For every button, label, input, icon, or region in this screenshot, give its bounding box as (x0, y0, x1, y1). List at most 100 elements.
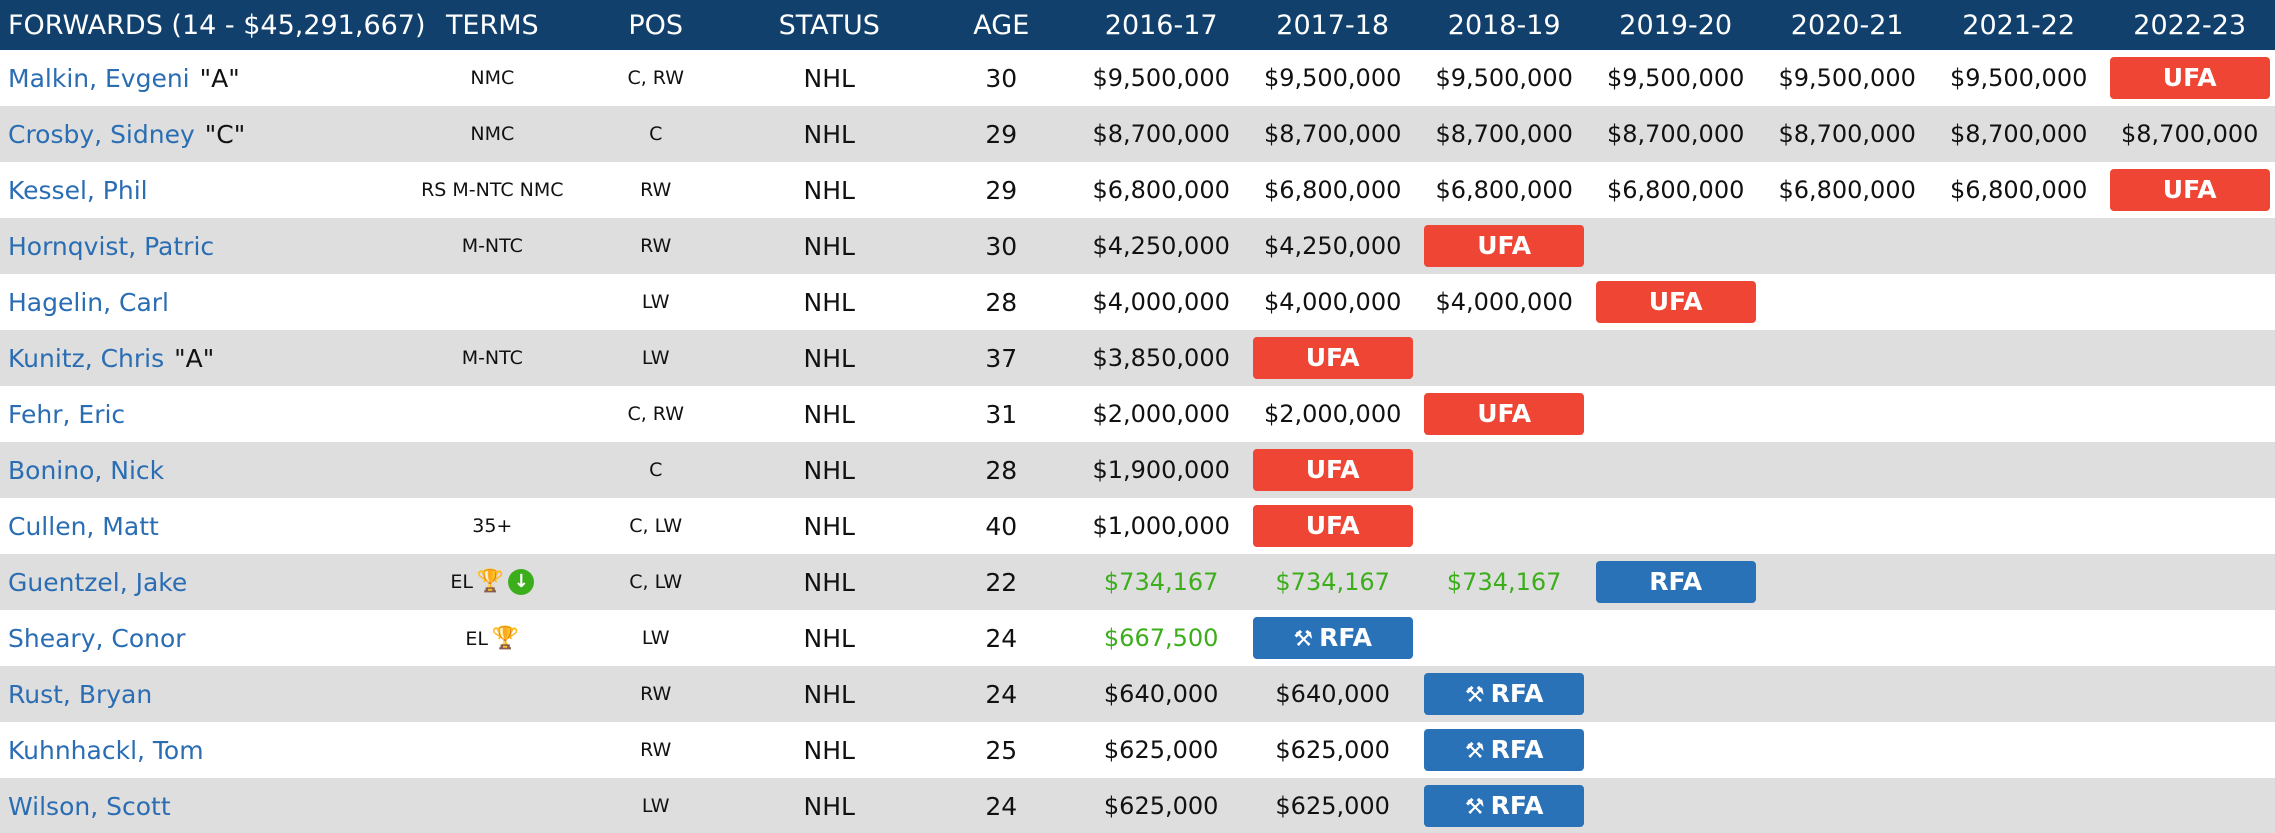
ufa-badge: UFA (2109, 57, 2270, 99)
salary-cell (1590, 778, 1762, 833)
status-cell: NHL (803, 623, 855, 653)
salary-value: $9,500,000 (1263, 64, 1402, 92)
age-cell: 30 (985, 63, 1018, 93)
table-row: Kessel, Phil RS M-NTC NMC RW NHL 29 $6,800,00… (0, 162, 2275, 218)
player-name-link[interactable]: Hornqvist, Patric (8, 231, 215, 261)
season-column-header[interactable]: 2018-19 (1447, 9, 1561, 41)
terms-column-header[interactable]: TERMS (445, 9, 539, 41)
player-name-link[interactable]: Crosby, Sidney (8, 119, 195, 149)
age-column-header[interactable]: AGE (973, 9, 1030, 41)
salary-cell (1590, 386, 1762, 442)
salary-value: $4,250,000 (1092, 232, 1230, 260)
terms-text: NMC (470, 67, 515, 89)
season-column-header[interactable]: 2020-21 (1790, 9, 1904, 41)
terms-cell (405, 778, 581, 833)
salary-cell (1761, 498, 1933, 554)
player-name-link[interactable]: Guentzel, Jake (8, 567, 188, 597)
salary-cell (1590, 666, 1762, 722)
ufa-badge: UFA (1424, 225, 1585, 267)
salary-value: $4,000,000 (1092, 288, 1230, 316)
player-name-link[interactable]: Malkin, Evgeni (8, 63, 190, 93)
player-name-link[interactable]: Rust, Bryan (8, 679, 153, 709)
salary-value: $4,250,000 (1263, 232, 1402, 260)
salary-cell (1933, 666, 2105, 722)
salary-cell: $6,800,000 (1933, 162, 2105, 218)
salary-cell (1590, 498, 1762, 554)
salary-cell: RFA (1590, 554, 1762, 610)
salary-cell: $8,700,000 (1418, 106, 1590, 162)
salary-cell (2104, 442, 2275, 498)
terms-text: RS M-NTC NMC (421, 179, 564, 201)
table-row: Rust, Bryan RW NHL 24 $640,000 $640,000 ⚒ RFA (0, 666, 2275, 722)
table-row: Bonino, Nick C NHL 28 $1,900,000 UFA (0, 442, 2275, 498)
salary-cell (2104, 386, 2275, 442)
salary-value: $6,800,000 (1435, 176, 1573, 204)
salary-cell (1761, 330, 1933, 386)
terms-cell: EL 🏆 ↓ (405, 554, 581, 610)
salary-value: $2,000,000 (1092, 400, 1230, 428)
player-name-cell: Cullen, Matt (0, 498, 405, 554)
salary-cell: $9,500,000 (1075, 50, 1247, 106)
salary-cell: $6,800,000 (1590, 162, 1762, 218)
player-name-link[interactable]: Sheary, Conor (8, 623, 186, 653)
season-column-header[interactable]: 2016-17 (1104, 9, 1218, 41)
salary-cell: ⚒ RFA (1418, 778, 1590, 833)
salary-cell: UFA (1247, 442, 1419, 498)
player-name-link[interactable]: Cullen, Matt (8, 511, 159, 541)
salary-value: $9,500,000 (1778, 64, 1916, 92)
salary-cell: UFA (2104, 50, 2275, 106)
forwards-header-title[interactable]: FORWARDS (14 - $45,291,667) (8, 9, 426, 41)
age-cell: 37 (985, 343, 1018, 373)
player-name-link[interactable]: Kessel, Phil (8, 175, 148, 205)
gavel-icon: ⚒ (1464, 795, 1485, 820)
position-cell: LW (641, 347, 670, 369)
player-name-cell: Kunitz, Chris "A" (0, 330, 405, 386)
salary-cell (1761, 666, 1933, 722)
rfa-badge: ⚒ RFA (1252, 617, 1413, 659)
player-name-cell: Wilson, Scott (0, 778, 405, 833)
age-cell: 22 (985, 567, 1018, 597)
salary-value: $6,800,000 (1263, 176, 1402, 204)
player-name-link[interactable]: Bonino, Nick (8, 455, 165, 485)
salary-cell (1761, 778, 1933, 833)
terms-cell (405, 386, 581, 442)
player-name-link[interactable]: Kunitz, Chris (8, 343, 165, 373)
player-name-cell: Hagelin, Carl (0, 274, 405, 330)
salary-value: $8,700,000 (1435, 120, 1573, 148)
ufa-badge: UFA (2109, 169, 2270, 211)
rfa-badge: ⚒ RFA (1424, 785, 1585, 827)
salary-cell (2104, 274, 2275, 330)
player-name-link[interactable]: Hagelin, Carl (8, 287, 169, 317)
salary-cell: $1,900,000 (1075, 442, 1247, 498)
age-cell: 40 (985, 511, 1018, 541)
salary-cell (1933, 610, 2105, 666)
rfa-label: RFA (1490, 735, 1544, 764)
season-column-header[interactable]: 2019-20 (1619, 9, 1733, 41)
position-cell: C, LW (629, 571, 683, 593)
table-row: Guentzel, Jake EL 🏆 ↓ C, LW NHL 22 $734,167 $734… (0, 554, 2275, 610)
salary-cell: $9,500,000 (1933, 50, 2105, 106)
salary-value: $9,500,000 (1092, 64, 1230, 92)
salary-cell: $4,250,000 (1075, 218, 1247, 274)
pos-column-header[interactable]: POS (628, 9, 684, 41)
salary-cell: $8,700,000 (1247, 106, 1419, 162)
position-cell: RW (640, 179, 672, 201)
season-column-header[interactable]: 2017-18 (1276, 9, 1390, 41)
terms-cell: 35+ (405, 498, 581, 554)
player-name-cell: Hornqvist, Patric (0, 218, 405, 274)
season-column-header[interactable]: 2021-22 (1962, 9, 2076, 41)
salary-cell (2104, 778, 2275, 833)
player-name-cell: Crosby, Sidney "C" (0, 106, 405, 162)
player-name-cell: Fehr, Eric (0, 386, 405, 442)
status-cell: NHL (803, 175, 855, 205)
ufa-badge: UFA (1252, 449, 1413, 491)
player-name-link[interactable]: Wilson, Scott (8, 791, 171, 821)
season-column-header[interactable]: 2022-23 (2133, 9, 2247, 41)
salary-cell (1933, 498, 2105, 554)
status-column-header[interactable]: STATUS (778, 9, 880, 41)
player-name-link[interactable]: Fehr, Eric (8, 399, 126, 429)
salary-cell: ⚒ RFA (1418, 722, 1590, 778)
ufa-badge: UFA (1252, 337, 1413, 379)
player-name-link[interactable]: Kuhnhackl, Tom (8, 735, 204, 765)
salary-cell (1761, 554, 1933, 610)
